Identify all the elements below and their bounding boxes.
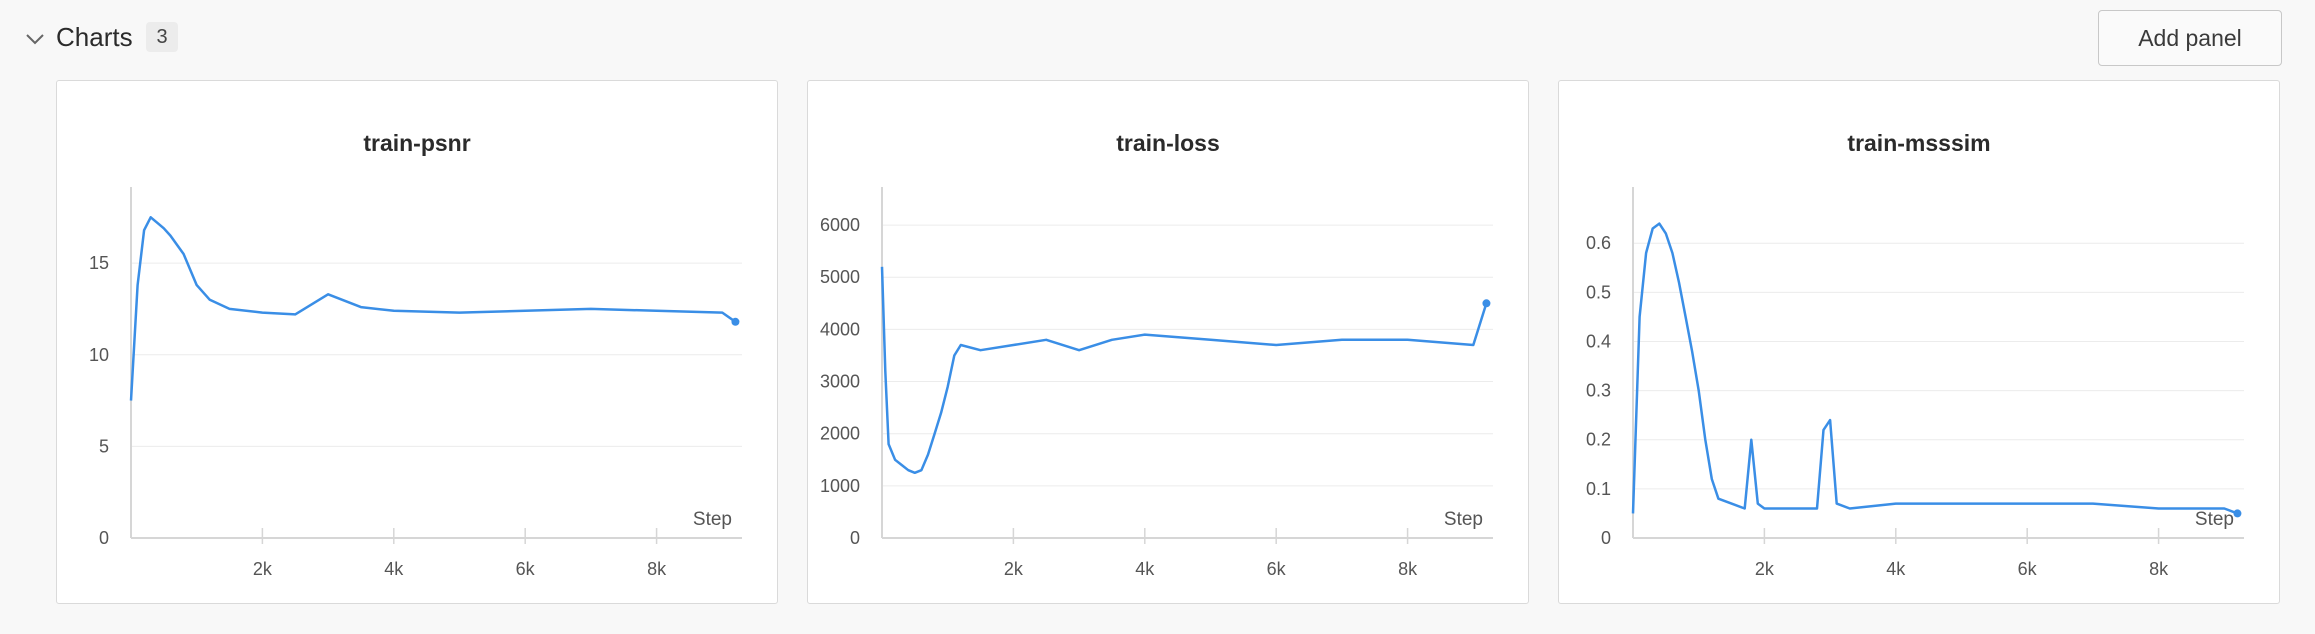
x-tick-label: 8k: [647, 559, 667, 579]
x-tick-label: 2k: [1004, 559, 1024, 579]
x-axis-label: Step: [1444, 509, 1483, 530]
y-tick-label: 3000: [820, 372, 860, 392]
series-line[interactable]: [129, 216, 737, 401]
chevron-down-icon[interactable]: [24, 28, 46, 50]
series-end-point[interactable]: [1482, 299, 1491, 308]
series-end-point[interactable]: [2233, 509, 2242, 518]
y-tick-label: 0.2: [1586, 430, 1611, 450]
y-tick-label: 5: [99, 436, 109, 456]
x-axis-label: Step: [2195, 509, 2234, 530]
y-tick-label: 5000: [820, 267, 860, 287]
chart-title: train-loss: [1116, 130, 1220, 156]
panel-count-badge: 3: [146, 22, 178, 52]
x-tick-label: 6k: [516, 559, 536, 579]
x-axis-label: Step: [693, 509, 732, 530]
x-tick-label: 6k: [2018, 559, 2038, 579]
add-panel-button[interactable]: Add panel: [2098, 10, 2282, 66]
line-chart-train-loss: train-loss 0 1000 2000 3000 4000 5000 6000 2k 4k…: [820, 130, 1493, 579]
chart-title: train-psnr: [363, 130, 470, 156]
y-tick-label: 6000: [820, 215, 860, 235]
chart-panel-train-psnr[interactable]: train-psnr 0 5 10 15 2k 4k 6k 8k Step: [56, 80, 778, 604]
y-tick-label: 4000: [820, 319, 860, 339]
series-line[interactable]: [880, 266, 1488, 475]
x-tick-label: 8k: [1398, 559, 1418, 579]
x-tick-label: 2k: [1755, 559, 1775, 579]
y-tick-label: 15: [89, 253, 109, 273]
chart-title: train-msssim: [1847, 130, 1990, 156]
x-tick-label: 6k: [1267, 559, 1287, 579]
y-tick-label: 0.3: [1586, 381, 1611, 401]
chart-panel-train-msssim[interactable]: train-msssim 0 0.1 0.2 0.3 0.4 0.5 0.6 2k 4k 6k 8k…: [1558, 80, 2280, 604]
x-tick-label: 8k: [2149, 559, 2169, 579]
y-tick-label: 0: [99, 528, 109, 548]
x-tick-label: 4k: [384, 559, 404, 579]
y-tick-label: 0.6: [1586, 233, 1611, 253]
charts-section-header: Charts 3 Add panel: [0, 0, 2315, 78]
y-tick-label: 0.1: [1586, 479, 1611, 499]
y-tick-label: 2000: [820, 424, 860, 444]
plot-area: 0 5 10 15 2k 4k 6k 8k Step: [89, 187, 742, 579]
x-tick-label: 4k: [1135, 559, 1155, 579]
x-tick-label: 2k: [253, 559, 273, 579]
y-tick-label: 0: [850, 528, 860, 548]
line-chart-train-msssim: train-msssim 0 0.1 0.2 0.3 0.4 0.5 0.6 2k 4k 6k 8k…: [1586, 130, 2244, 579]
x-tick-label: 4k: [1886, 559, 1906, 579]
series-end-point[interactable]: [731, 317, 740, 326]
plot-area: 0 0.1 0.2 0.3 0.4 0.5 0.6 2k 4k 6k 8k Step: [1586, 187, 2244, 579]
plot-area: 0 1000 2000 3000 4000 5000 6000 2k 4k 6k 8k Step: [820, 187, 1493, 579]
line-chart-train-psnr: train-psnr 0 5 10 15 2k 4k 6k 8k Step: [89, 130, 742, 579]
y-tick-label: 0.4: [1586, 331, 1611, 351]
y-tick-label: 0.5: [1586, 282, 1611, 302]
series-line[interactable]: [1631, 222, 2238, 515]
y-tick-label: 1000: [820, 476, 860, 496]
y-tick-label: 10: [89, 345, 109, 365]
chart-panel-train-loss[interactable]: train-loss 0 1000 2000 3000 4000 5000 6000 2k 4k…: [807, 80, 1529, 604]
y-tick-label: 0: [1601, 528, 1611, 548]
section-title[interactable]: Charts: [56, 22, 133, 52]
